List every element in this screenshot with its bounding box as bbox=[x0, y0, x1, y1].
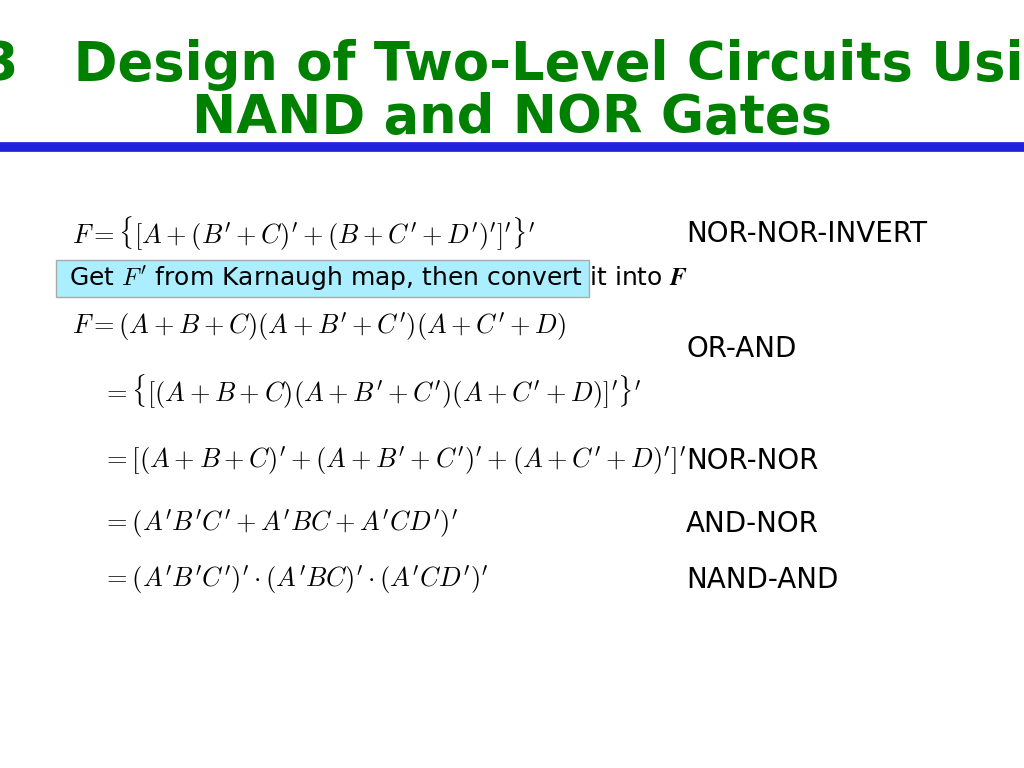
Text: AND-NOR: AND-NOR bbox=[686, 510, 819, 538]
Text: 7.3   Design of Two-Level Circuits Using: 7.3 Design of Two-Level Circuits Using bbox=[0, 39, 1024, 91]
FancyBboxPatch shape bbox=[56, 260, 589, 297]
Text: OR-AND: OR-AND bbox=[686, 336, 797, 363]
Text: $= \{[(A+B+C)(A+B'+C')(A+C'+D)]'\}'$: $= \{[(A+B+C)(A+B'+C')(A+C'+D)]'\}'$ bbox=[102, 372, 642, 411]
Text: Get $\boldsymbol{F'}$ from Karnaugh map, then convert it into $\boldsymbol{F}$: Get $\boldsymbol{F'}$ from Karnaugh map,… bbox=[69, 264, 688, 293]
Text: NAND and NOR Gates: NAND and NOR Gates bbox=[193, 91, 831, 144]
Text: $F = (A+B+C)(A+B'+C')(A+C'+D)$: $F = (A+B+C)(A+B'+C')(A+C'+D)$ bbox=[72, 310, 566, 343]
Text: $= (A'B'C'+A'BC+A'CD')'$: $= (A'B'C'+A'BC+A'CD')'$ bbox=[102, 508, 459, 540]
Text: $F = \{[A+(B'+C)'+(B+C'+D')']'\}'$: $F = \{[A+(B'+C)'+(B+C'+D')']'\}'$ bbox=[72, 215, 535, 253]
Text: $= \left[(A+B+C)'+(A+B'+C')'+(A+C'+D)'\right]'$: $= \left[(A+B+C)'+(A+B'+C')'+(A+C'+D)'\r… bbox=[102, 445, 686, 477]
Text: NOR-NOR: NOR-NOR bbox=[686, 447, 818, 475]
Text: NOR-NOR-INVERT: NOR-NOR-INVERT bbox=[686, 220, 927, 248]
Text: NAND-AND: NAND-AND bbox=[686, 566, 839, 594]
Text: $= (A'B'C')' \cdot (A'BC)' \cdot (A'CD')'$: $= (A'B'C')' \cdot (A'BC)' \cdot (A'CD')… bbox=[102, 564, 489, 596]
